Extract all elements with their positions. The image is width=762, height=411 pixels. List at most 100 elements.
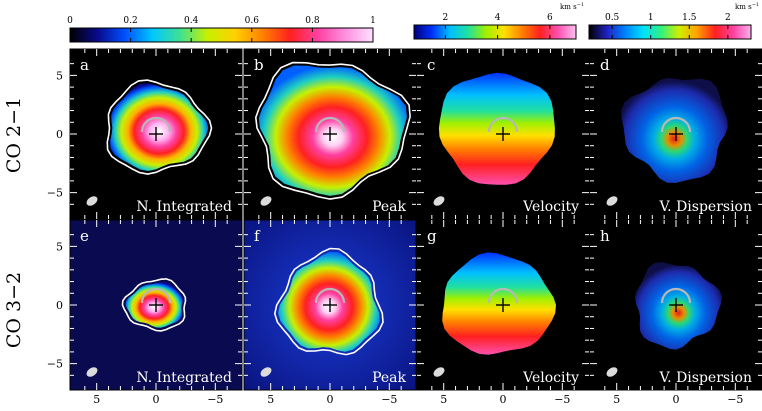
y-tick-label: −5: [47, 358, 63, 371]
y-tick-label: 5: [56, 240, 63, 253]
panel-letter: a: [80, 56, 89, 74]
panel-letter: e: [80, 227, 89, 245]
disk-arc: [140, 116, 172, 133]
colorbar-tick-label: 0.2: [123, 16, 137, 26]
disk-arc: [487, 287, 519, 304]
panel-letter: h: [600, 227, 610, 245]
y-tick-label: −5: [47, 187, 63, 200]
panel-label: N. Integrated: [136, 370, 232, 386]
colorbar-velocity-ramp: [413, 24, 577, 40]
x-tick-label: −5: [554, 393, 570, 406]
contour-line: [106, 79, 213, 175]
beam-ellipse: [260, 367, 272, 377]
x-tick-label: 5: [93, 393, 100, 406]
x-tick-label: 0: [673, 393, 680, 406]
panel-f: f Peak: [243, 219, 417, 391]
x-tick-label: 5: [440, 393, 447, 406]
beam-ellipse: [433, 196, 445, 206]
panel-label: V. Dispersion: [659, 199, 753, 215]
panel-letter: f: [254, 227, 261, 245]
beam-ellipse: [86, 367, 98, 377]
colorbar-tick-label: 0: [67, 16, 73, 26]
colorbar-tick-label: 0.8: [305, 16, 320, 26]
beam-ellipse: [606, 367, 618, 377]
panel-label: Velocity: [522, 370, 579, 386]
panel-letter: d: [600, 56, 610, 74]
panel-h: h V. Dispersion: [589, 219, 762, 391]
emission-map: [278, 251, 380, 352]
emission-map: [442, 252, 556, 355]
colorbar-tick-label: 2: [442, 13, 448, 23]
colorbar-dispersion: 0.5 1 1.5 2 km s−1: [588, 2, 759, 40]
colorbar-tick-label: 1: [370, 16, 376, 26]
beam-ellipse: [606, 196, 618, 206]
emission-map: [258, 65, 407, 196]
panel-letter: c: [427, 56, 435, 74]
y-tick-label: 5: [56, 69, 63, 82]
disk-arc: [487, 116, 519, 133]
panel-label: V. Dispersion: [659, 370, 753, 386]
beam-ellipse: [433, 367, 445, 377]
emission-map: [634, 262, 722, 350]
beam-ellipse: [260, 196, 272, 206]
disk-arc: [660, 116, 692, 133]
panel-ticks: [417, 49, 589, 219]
panel-grid: a N. Integrated b Peak c Velocity d V. Dispersi…: [69, 48, 762, 391]
panel-ticks: [244, 220, 416, 390]
panel-a: a N. Integrated: [69, 48, 243, 220]
colorbar-velocity-unit: km s−1: [560, 2, 584, 11]
panel-d: d V. Dispersion: [589, 48, 762, 220]
colorbar-tick-label: 0.5: [605, 13, 620, 23]
panel-c: c Velocity: [416, 48, 590, 220]
panel-g: g Velocity: [416, 219, 590, 391]
panel-ticks: [590, 220, 762, 390]
row-label-co21: CO 2−1: [3, 97, 25, 173]
colorbar-dispersion-ramp: [588, 24, 752, 40]
colorbar-tick-label: 0.4: [184, 16, 199, 26]
colorbar-intensity: 0 0.2 0.4 0.6 0.8 1: [67, 16, 376, 43]
beam-ellipse: [86, 196, 98, 206]
y-tick-label: 0: [56, 299, 63, 312]
colorbar-velocity: 2 4 6 km s−1: [413, 2, 584, 40]
emission-map: [438, 72, 555, 185]
colorbar-velocity-ticks: 2 4 6: [442, 13, 553, 39]
contour-line: [273, 247, 384, 356]
row-label-co32: CO 3−2: [3, 272, 25, 348]
colorbar-intensity-ramp: [69, 27, 374, 43]
colorbar-dispersion-ticks: 0.5 1 1.5 2: [605, 13, 731, 39]
disk-arc: [140, 287, 172, 304]
colorbar-intensity-ticks: 0 0.2 0.4 0.6 0.8 1: [67, 16, 376, 42]
colorbar-tick-label: 4: [495, 13, 501, 23]
disk-arc: [314, 287, 346, 304]
panel-ticks: [70, 49, 242, 219]
panel-e: e N. Integrated: [69, 219, 243, 391]
panel-ticks: [244, 49, 416, 219]
panel-label: N. Integrated: [136, 199, 232, 215]
colorbar-tick-label: 2: [725, 13, 731, 23]
colorbar-tick-label: 1.5: [682, 13, 697, 23]
x-tick-label: 0: [153, 393, 160, 406]
panel-letter: g: [427, 227, 437, 245]
colorbar-tick-label: 0.6: [245, 16, 260, 26]
colorbar-tick-label: 6: [547, 13, 553, 23]
y-tick-label: 0: [56, 128, 63, 141]
disk-arc: [660, 287, 692, 304]
x-tick-label: 0: [500, 393, 507, 406]
emission-map: [621, 78, 728, 183]
panel-label: Velocity: [522, 199, 579, 215]
axes: 5 0 −5 5 0 −5 5 0 −5 5 0 −5 5 0 −5 5 0 −5: [47, 69, 744, 406]
colorbar-tick-label: 1: [648, 13, 654, 23]
contour-line: [121, 278, 187, 332]
contour-line: [254, 61, 411, 200]
panel-label: Peak: [372, 199, 406, 215]
x-tick-label: −5: [727, 393, 743, 406]
emission-map: [110, 83, 209, 171]
colorbar-dispersion-unit: km s−1: [735, 2, 759, 11]
panel-b: b Peak: [243, 48, 417, 220]
panel-ticks: [590, 49, 762, 219]
x-tick-label: 0: [327, 393, 334, 406]
x-tick-label: −5: [381, 393, 397, 406]
x-tick-label: 5: [613, 393, 620, 406]
